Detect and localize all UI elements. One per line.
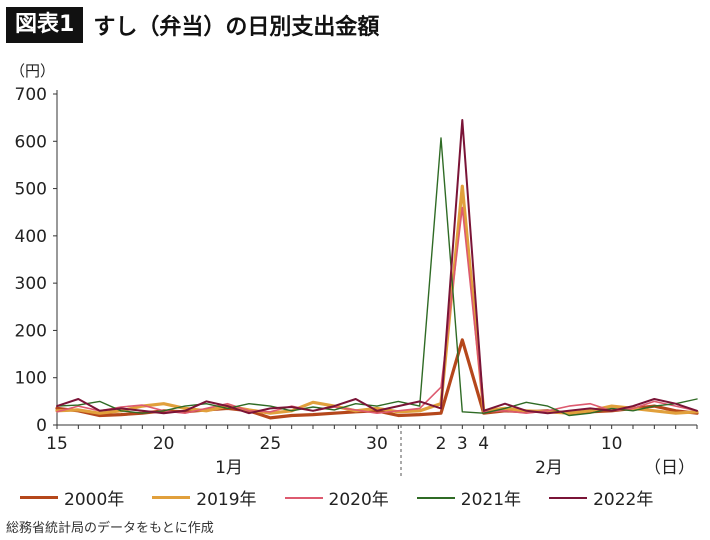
y-tick-label: 600 [15, 132, 47, 152]
legend-label: 2021年 [460, 490, 522, 510]
x-tick-label: 30 [366, 434, 388, 454]
y-tick-label: 500 [15, 180, 47, 200]
x-axis-unit-label: （日） [644, 458, 695, 478]
x-tick-label: 25 [260, 434, 282, 454]
legend-item: 2022年 [549, 485, 653, 510]
legend-label: 2019年 [196, 490, 257, 510]
line-chart: 0 100 200 300 400 500 600 700 （円） 15 20 25 30 2 3 4 10 1月… [10, 62, 699, 478]
chart-title: すし（弁当）の日別支出金額 [93, 15, 380, 40]
x-tick-label: 4 [478, 434, 489, 454]
figure-badge: 図表1 [6, 7, 84, 43]
series-line-2022年 [56, 119, 698, 415]
x-tick-label: 3 [457, 434, 468, 454]
series-line-2019年 [55, 184, 699, 415]
x-tick-label: 2 [436, 434, 447, 454]
x-tick-label: 10 [601, 434, 623, 454]
y-tick-label: 700 [15, 85, 47, 105]
legend-label: 2020年 [328, 490, 389, 510]
source-note: 総務省統計局のデータをもとに作成 [6, 521, 214, 536]
legend-swatch [20, 496, 58, 499]
legend-item: 2021年 [416, 485, 522, 510]
legend-swatch [284, 496, 323, 499]
series-line-2021年 [56, 137, 698, 417]
y-tick-label: 400 [15, 227, 47, 247]
month-label-feb: 2月 [535, 458, 563, 478]
x-tick-label: 20 [153, 434, 175, 454]
legend-label: 2022年 [593, 490, 654, 510]
legend-item: 2020年 [284, 485, 389, 510]
y-tick-label: 100 [15, 369, 47, 389]
y-tick-label: 300 [15, 274, 47, 294]
legend-item: 2000年 [20, 485, 124, 510]
legend-swatch [549, 496, 588, 499]
chart-legend: 2000年 2019年 2020年 2021年 2022年 [20, 485, 710, 510]
series-line-2020年 [56, 206, 698, 415]
month-label-jan: 1月 [215, 458, 243, 478]
legend-swatch [416, 496, 455, 499]
legend-item: 2019年 [152, 485, 257, 510]
legend-label: 2000年 [64, 490, 125, 510]
y-tick-label: 0 [36, 416, 47, 436]
legend-swatch [152, 496, 191, 499]
y-tick-label: 200 [15, 321, 47, 341]
y-axis-label: （円） [10, 62, 55, 80]
title-bar: 図表1 すし（弁当）の日別支出金額 [6, 6, 379, 44]
x-tick-label: 15 [46, 434, 68, 454]
